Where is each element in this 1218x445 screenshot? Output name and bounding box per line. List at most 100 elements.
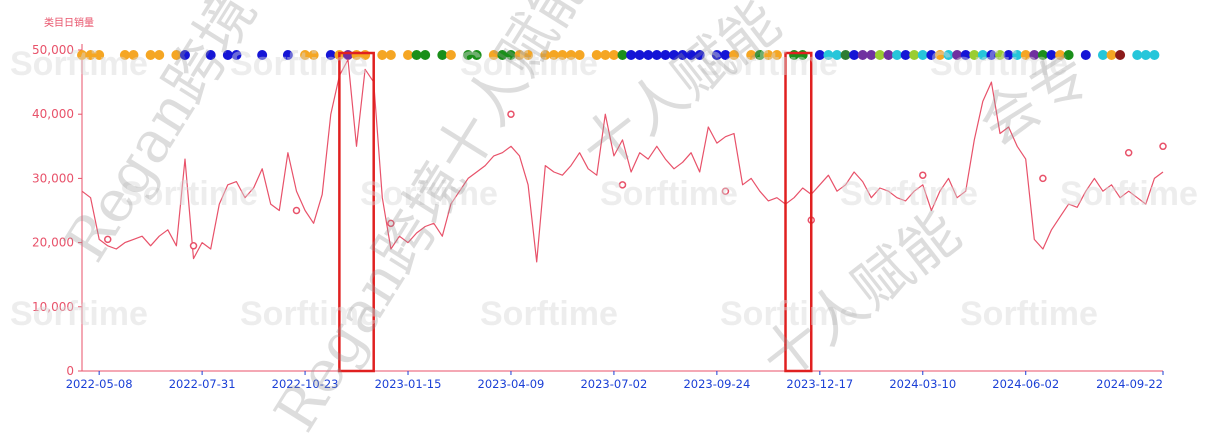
event-dot bbox=[969, 50, 980, 60]
event-dot bbox=[892, 50, 903, 60]
event-dot bbox=[840, 50, 851, 60]
event-dot bbox=[960, 50, 971, 60]
event-dot bbox=[729, 50, 740, 60]
event-dot bbox=[179, 50, 190, 60]
sales-point-marker bbox=[1124, 148, 1133, 157]
x-tick-label: 2022-05-08 bbox=[66, 377, 133, 391]
event-dot bbox=[720, 50, 731, 60]
x-tick-label: 2023-09-24 bbox=[683, 377, 750, 391]
event-dot bbox=[1037, 50, 1048, 60]
event-dot bbox=[342, 50, 353, 60]
event-dot bbox=[952, 50, 963, 60]
event-dot bbox=[145, 50, 156, 60]
event-dot bbox=[771, 50, 782, 60]
event-dot bbox=[377, 50, 388, 60]
event-dot bbox=[488, 50, 499, 60]
event-dot bbox=[591, 50, 602, 60]
x-tick-label: 2022-10-23 bbox=[272, 377, 339, 391]
event-dot bbox=[1097, 50, 1108, 60]
event-dot bbox=[600, 50, 611, 60]
event-dot bbox=[360, 50, 371, 60]
event-dot bbox=[566, 50, 577, 60]
highlight-box bbox=[338, 51, 375, 373]
x-tick-label: 2023-07-02 bbox=[580, 377, 647, 391]
event-dot bbox=[471, 50, 482, 60]
event-dot bbox=[1063, 50, 1074, 60]
event-dot bbox=[746, 50, 757, 60]
event-dot bbox=[505, 50, 516, 60]
sales-point-marker bbox=[103, 235, 112, 244]
event-dot bbox=[1132, 50, 1143, 60]
event-dot bbox=[463, 50, 474, 60]
event-dot bbox=[643, 50, 654, 60]
event-dot bbox=[934, 50, 945, 60]
event-dot bbox=[77, 50, 87, 60]
event-dot bbox=[874, 50, 885, 60]
event-dot bbox=[831, 50, 842, 60]
event-dot bbox=[411, 50, 422, 60]
event-dot bbox=[231, 50, 242, 60]
event-dot bbox=[686, 50, 697, 60]
event-dot bbox=[403, 50, 414, 60]
event-dot bbox=[1080, 50, 1091, 60]
x-tick-label: 2022-07-31 bbox=[169, 377, 236, 391]
event-dot bbox=[437, 50, 448, 60]
x-tick-label: 2024-03-10 bbox=[889, 377, 956, 391]
event-dot bbox=[325, 50, 336, 60]
event-dot bbox=[823, 50, 834, 60]
sales-point-marker bbox=[618, 181, 627, 189]
y-tick-label: 50,000 bbox=[32, 43, 74, 57]
event-dot bbox=[668, 50, 679, 60]
sales-point-marker bbox=[1039, 174, 1047, 183]
x-tick-label: 2023-12-17 bbox=[786, 377, 853, 391]
event-dot bbox=[1012, 50, 1023, 60]
sales-point-marker bbox=[507, 110, 515, 118]
event-dot bbox=[1020, 50, 1031, 60]
event-dot bbox=[917, 50, 928, 60]
event-dot bbox=[626, 50, 637, 60]
event-dot bbox=[222, 50, 233, 60]
event-dot bbox=[119, 50, 130, 60]
event-dot bbox=[85, 50, 96, 60]
event-dot bbox=[797, 50, 808, 60]
event-dot bbox=[128, 50, 139, 60]
event-dot bbox=[943, 50, 954, 60]
event-dot bbox=[789, 50, 800, 60]
sales-point-marker bbox=[919, 171, 927, 179]
event-dot bbox=[1003, 50, 1014, 60]
event-dot bbox=[900, 50, 911, 60]
sales-chart: 类目日销量 0 10,000 20,000 30,000 40,000 50,000 202… bbox=[10, 0, 1198, 443]
event-dot bbox=[1106, 50, 1117, 60]
event-dot bbox=[608, 50, 619, 60]
event-dot bbox=[282, 50, 293, 60]
event-dot bbox=[1029, 50, 1040, 60]
event-dot bbox=[1149, 50, 1160, 60]
y-tick-label: 30,000 bbox=[32, 171, 74, 185]
event-dot bbox=[849, 50, 860, 60]
event-dot bbox=[540, 50, 551, 60]
event-dot bbox=[994, 50, 1005, 60]
event-dot bbox=[497, 50, 508, 60]
event-dot bbox=[205, 50, 216, 60]
y-tick-label: 40,000 bbox=[32, 107, 74, 121]
y-tick-label: 10,000 bbox=[32, 300, 74, 314]
event-dot bbox=[385, 50, 396, 60]
event-dot bbox=[634, 50, 645, 60]
y-tick-label: 20,000 bbox=[32, 236, 74, 250]
event-dot bbox=[154, 50, 165, 60]
event-dot bbox=[977, 50, 988, 60]
event-dot bbox=[986, 50, 997, 60]
event-dot bbox=[677, 50, 688, 60]
event-dot bbox=[445, 50, 456, 60]
event-dot bbox=[557, 50, 568, 60]
sales-point-marker bbox=[1159, 142, 1167, 151]
event-dot bbox=[694, 50, 705, 60]
event-dot bbox=[574, 50, 585, 60]
event-dot bbox=[523, 50, 534, 60]
event-dot bbox=[420, 50, 431, 60]
x-tick-label: 2023-04-09 bbox=[478, 377, 545, 391]
event-dot bbox=[883, 50, 894, 60]
event-dot bbox=[660, 50, 671, 60]
event-dot bbox=[909, 50, 920, 60]
event-dot bbox=[548, 50, 559, 60]
